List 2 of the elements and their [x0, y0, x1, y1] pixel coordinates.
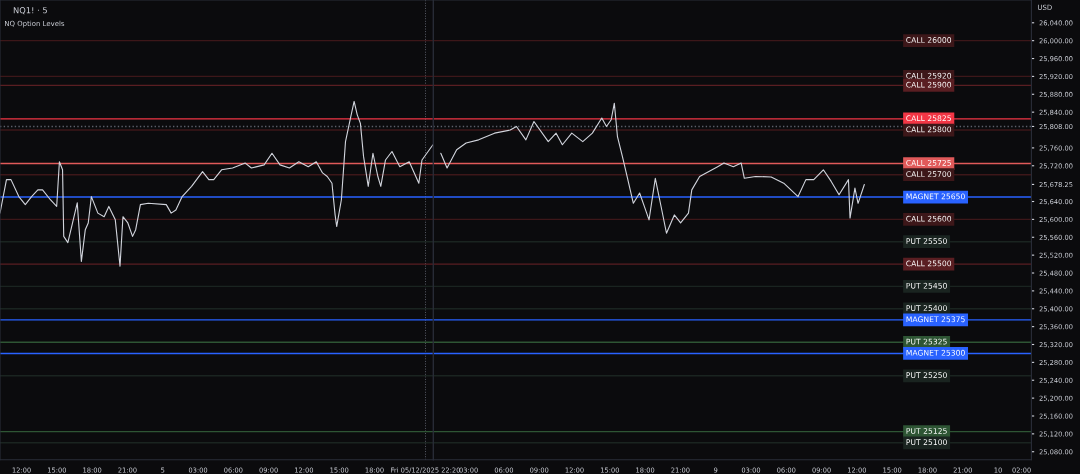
text: NQ1! · 5	[13, 7, 47, 15]
line-series	[440, 102, 865, 234]
